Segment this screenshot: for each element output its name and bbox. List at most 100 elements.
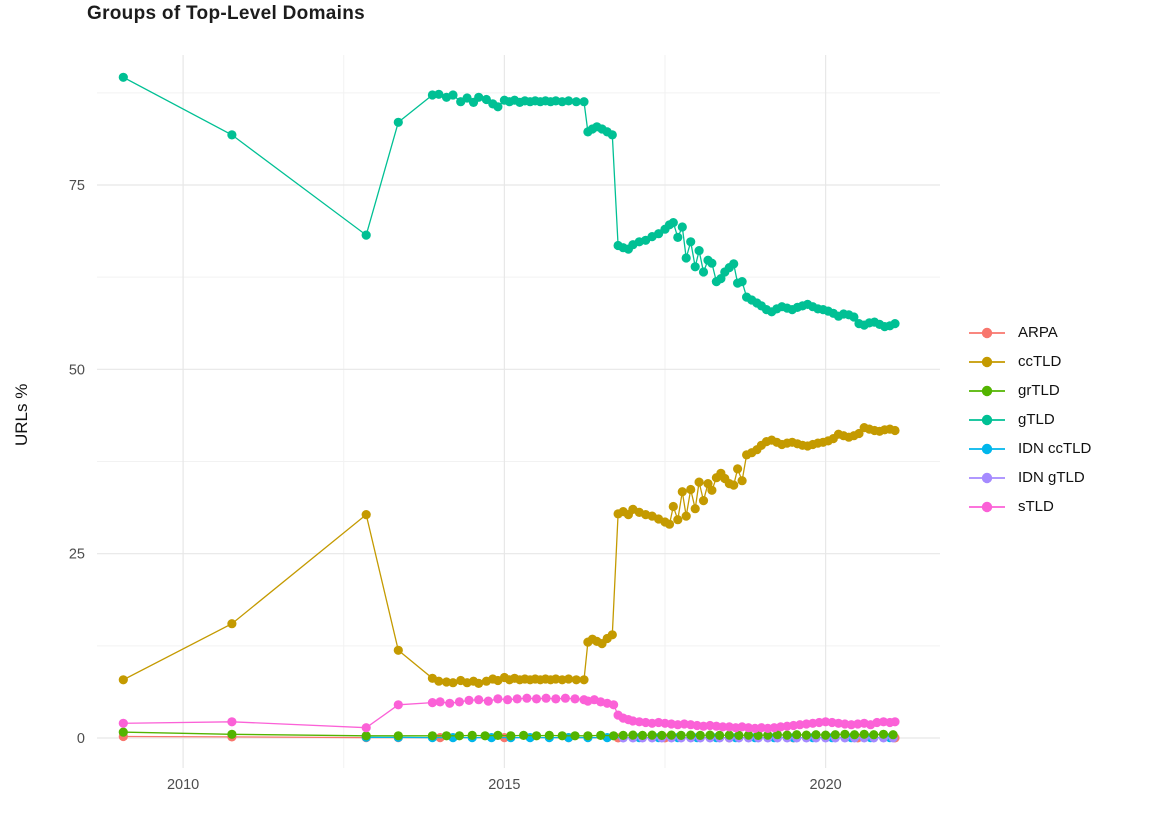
series-point-grtld xyxy=(686,730,696,740)
series-point-cctld xyxy=(854,428,864,439)
series-point-grtld xyxy=(427,731,437,741)
series-point-cctld xyxy=(737,476,747,486)
series-point-grtld xyxy=(666,730,677,740)
series-point-grtld xyxy=(869,730,879,740)
series-line-gtld xyxy=(122,76,896,328)
series-point-grtld xyxy=(227,729,237,739)
legend-label: ARPA xyxy=(1018,324,1058,341)
series-point-grtld xyxy=(441,731,452,741)
series-point-grtld xyxy=(705,730,715,740)
series-point-cctld xyxy=(227,619,237,629)
series-point-grtld xyxy=(801,730,812,740)
series-point-grtld xyxy=(888,730,898,740)
series-point-gtld xyxy=(694,246,704,256)
series-point-grtld xyxy=(393,731,403,741)
series-line-cctld xyxy=(123,426,896,685)
series-point-grtld xyxy=(506,731,516,741)
legend-key-icon xyxy=(969,356,1005,367)
series-point-grtld xyxy=(695,730,705,741)
series-point-gtld xyxy=(690,262,700,272)
series-point-gtld xyxy=(571,97,581,107)
series-point-grtld xyxy=(596,730,606,741)
series-point-cctld xyxy=(681,511,691,521)
chart-title: Groups of Top-Level Domains xyxy=(87,3,365,24)
legend-label: sTLD xyxy=(1018,498,1054,515)
legend-key-icon xyxy=(969,443,1005,454)
series-point-stld xyxy=(361,723,371,733)
legend-label: ccTLD xyxy=(1018,353,1062,370)
series-point-gtld xyxy=(462,93,472,103)
series-point-stld xyxy=(118,718,128,728)
series-point-stld xyxy=(483,696,493,706)
series-point-grtld xyxy=(557,731,567,741)
series-point-grtld xyxy=(782,730,792,740)
legend-label: IDN gTLD xyxy=(1018,469,1085,486)
series-point-cctld xyxy=(690,504,700,514)
series-point-cctld xyxy=(890,425,900,436)
series-point-gtld xyxy=(677,222,687,232)
series-point-cctld xyxy=(571,675,581,685)
series-point-grtld xyxy=(531,731,542,741)
series-point-gtld xyxy=(849,312,859,322)
series-point-gtld xyxy=(729,259,739,269)
series-point-gtld xyxy=(607,130,617,140)
series-point-grtld xyxy=(878,729,889,739)
legend-item-grtld: grTLD xyxy=(968,376,1091,405)
series-point-stld xyxy=(512,694,522,704)
series-point-cctld xyxy=(434,676,444,686)
series-point-stld xyxy=(522,693,532,703)
x-tick-label: 2010 xyxy=(167,777,199,793)
series-point-grtld xyxy=(609,731,619,741)
series-point-gtld xyxy=(579,97,589,107)
series-point-grtld xyxy=(840,729,850,739)
series-point-gtld xyxy=(668,218,678,228)
series-point-stld xyxy=(503,695,513,705)
series-point-grtld xyxy=(676,730,686,741)
legend: ARPA ccTLD grTLD gTLD IDN ccTLD IDN gTLD sTLD xyxy=(968,318,1091,521)
series-point-cctld xyxy=(564,674,574,684)
series-point-gtld xyxy=(686,237,696,247)
series-point-grtld xyxy=(859,729,869,739)
y-tick-label: 75 xyxy=(69,178,85,194)
series-point-grtld xyxy=(361,731,371,741)
series-point-stld xyxy=(609,700,619,710)
series-point-grtld xyxy=(544,730,554,741)
series-point-cctld xyxy=(677,487,687,497)
series-point-stld xyxy=(560,693,571,703)
series-point-gtld xyxy=(227,130,237,140)
series-point-gtld xyxy=(564,96,574,106)
series-point-gtld xyxy=(361,230,371,240)
series-point-gtld xyxy=(448,90,458,100)
series-point-grtld xyxy=(715,730,725,741)
legend-item-stld: sTLD xyxy=(968,492,1091,521)
series-point-stld xyxy=(445,698,455,708)
series-point-grtld xyxy=(811,730,821,740)
legend-item-arpa: ARPA xyxy=(968,318,1091,347)
series-point-grtld xyxy=(849,730,860,740)
series-point-cctld xyxy=(607,630,617,640)
series-point-cctld xyxy=(448,678,458,688)
series-point-grtld xyxy=(763,730,773,740)
series-point-grtld xyxy=(734,730,744,741)
x-tick-label: 2020 xyxy=(809,777,841,793)
series-point-grtld xyxy=(743,730,754,740)
series-point-stld xyxy=(427,698,437,708)
y-tick-label: 50 xyxy=(69,362,85,378)
series-point-stld xyxy=(435,697,445,707)
legend-label: gTLD xyxy=(1018,411,1055,428)
series-point-gtld xyxy=(698,267,709,277)
series-point-gtld xyxy=(673,232,683,242)
series-point-cctld xyxy=(698,496,709,506)
series-point-cctld xyxy=(668,501,678,512)
series-point-grtld xyxy=(657,730,667,741)
y-axis-label: URLs % xyxy=(12,383,31,446)
series-point-stld xyxy=(541,693,551,703)
series-point-stld xyxy=(454,697,464,707)
legend-item-idn-cctld: IDN ccTLD xyxy=(968,434,1091,463)
series-point-stld xyxy=(570,694,580,704)
legend-key-icon xyxy=(969,385,1005,396)
series-point-grtld xyxy=(753,730,763,741)
series-point-stld xyxy=(393,700,403,710)
series-point-grtld xyxy=(637,730,648,741)
